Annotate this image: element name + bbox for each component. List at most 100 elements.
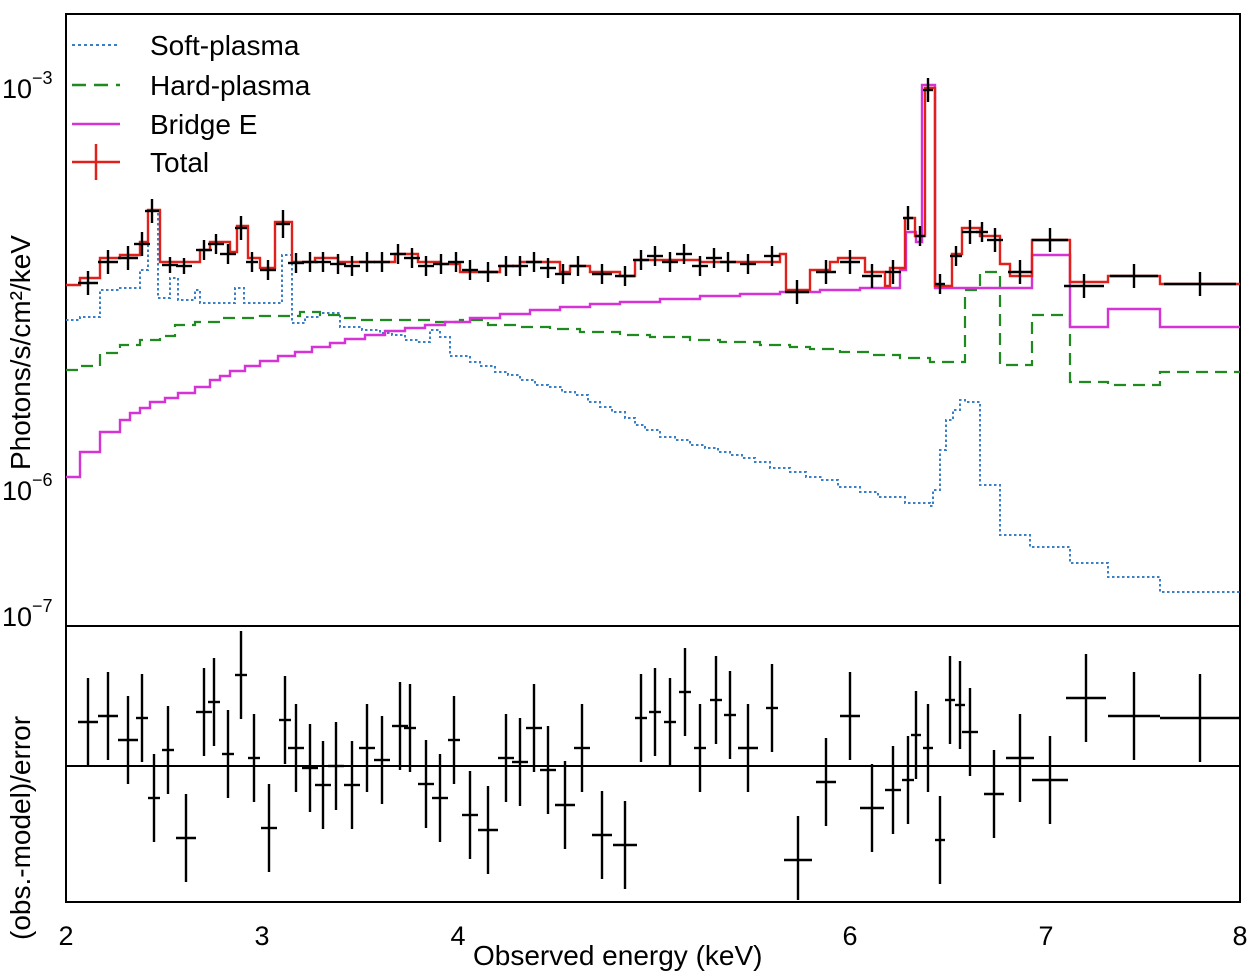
residual-data-point xyxy=(98,672,118,760)
spectrum-data-point xyxy=(288,253,304,273)
svg-text:10−3: 10−3 xyxy=(2,68,53,104)
spectrum-data-point xyxy=(987,228,1003,252)
residual-data-point xyxy=(512,718,528,806)
residual-data-point xyxy=(635,674,647,762)
svg-text:10−7: 10−7 xyxy=(2,596,53,632)
residual-data-point xyxy=(885,746,901,834)
spectrum-data-point xyxy=(935,274,945,294)
bottom-panel-frame xyxy=(65,625,1241,903)
spectrum-data-point xyxy=(390,244,406,264)
y-tick-label-1e-6: 10−6 xyxy=(2,470,53,506)
spectrum-data-point xyxy=(196,240,212,260)
y-tick-label-1e-3: 10−3 xyxy=(2,68,53,104)
spectrum-data-point xyxy=(176,258,192,274)
spectrum-data-point xyxy=(344,256,360,276)
residual-data-point xyxy=(526,684,542,772)
spectrum-data-point xyxy=(1064,274,1104,298)
residual-data-point xyxy=(649,668,661,756)
spectrum-data-point xyxy=(740,254,756,274)
x-tick-label-3: 3 xyxy=(254,921,269,951)
spectrum-data-point xyxy=(498,256,514,276)
svg-text:10−6: 10−6 xyxy=(2,470,53,506)
spectrum-data-point xyxy=(404,248,420,268)
top-panel-frame xyxy=(65,13,1241,627)
residual-data-point xyxy=(176,794,196,882)
x-tick-label-2: 2 xyxy=(58,921,73,951)
residual-data-point xyxy=(359,704,375,792)
soft-plasma-curve xyxy=(66,209,1240,593)
x-axis-title: Observed energy (keV) xyxy=(473,940,762,971)
residual-data-point xyxy=(860,764,884,852)
residual-data-point xyxy=(540,726,556,814)
y-axis-title-bottom: (obs.-model)/error xyxy=(5,716,36,940)
residual-data-point xyxy=(902,736,914,824)
bridge-e-curve xyxy=(66,83,1240,479)
x-tick-label-6: 6 xyxy=(842,921,857,951)
spectrum-data-point xyxy=(162,257,178,273)
spectrum-data-point xyxy=(462,260,478,280)
residual-data-point xyxy=(816,738,836,826)
residual-data-point xyxy=(448,696,460,784)
residual-data-point xyxy=(261,784,277,872)
spectrum-data-point xyxy=(1032,228,1068,252)
hard-plasma-curve xyxy=(66,270,1240,387)
spectrum-data-point xyxy=(676,244,692,264)
legend: Soft-plasma Hard-plasma Bridge E Total xyxy=(72,30,311,180)
spectrum-data-point xyxy=(359,252,375,272)
spectrum-data-point xyxy=(862,264,882,288)
residual-data-point xyxy=(1066,654,1106,742)
spectrum-data-point xyxy=(720,252,736,272)
spectrum-data-point xyxy=(512,256,528,276)
residual-data-point xyxy=(279,676,291,764)
x-tick-label-8: 8 xyxy=(1232,921,1247,951)
legend-label-hard-plasma: Hard-plasma xyxy=(150,70,311,101)
residual-data-point xyxy=(945,656,955,744)
spectrum-data-point xyxy=(903,206,913,230)
spectrum-data-point xyxy=(633,250,649,270)
residual-data-point xyxy=(679,648,691,736)
residual-data-point xyxy=(710,656,722,744)
residual-data-point xyxy=(235,631,247,719)
spectrum-data-point xyxy=(816,260,836,284)
residual-data-point xyxy=(418,740,434,828)
spectrum-data-point xyxy=(220,244,236,264)
residual-data-point xyxy=(432,754,448,842)
residual-data-point xyxy=(724,671,736,759)
residual-data-point xyxy=(302,724,318,812)
spectrum-data-point xyxy=(1110,264,1158,288)
residual-data-point xyxy=(613,801,637,889)
residual-data-point xyxy=(498,714,514,802)
spectrum-data-point xyxy=(662,252,678,272)
spectrum-data-point xyxy=(330,254,346,274)
spectrum-data-point xyxy=(208,234,224,254)
spectrum-data-point xyxy=(433,254,449,274)
spectrum-data-point xyxy=(374,252,390,272)
spectrum-data-point xyxy=(647,246,663,266)
residual-data-point xyxy=(148,754,160,842)
residual-data-point xyxy=(955,661,965,749)
residual-data-point xyxy=(118,696,138,784)
residual-data-point xyxy=(1108,672,1160,760)
spectrum-data-point xyxy=(145,199,159,223)
spectrum-data-point xyxy=(1164,272,1236,296)
residual-data-point xyxy=(248,714,260,802)
residual-data-point xyxy=(344,741,360,829)
legend-label-bridge-e: Bridge E xyxy=(150,109,257,140)
residual-data-point xyxy=(935,796,945,884)
residual-data-point xyxy=(136,674,148,762)
residual-data-point xyxy=(784,816,812,900)
x-tick-label-7: 7 xyxy=(1038,921,1053,951)
residual-data-point xyxy=(1160,674,1240,762)
residual-data-point xyxy=(78,678,98,766)
spectrum-data-point xyxy=(448,252,464,272)
spectrum-data-point xyxy=(98,250,118,274)
y-axis-title-top: Photons/s/cm²/keV xyxy=(5,235,36,470)
spectrum-data-point xyxy=(1008,260,1032,284)
residual-data-point xyxy=(840,672,860,760)
spectrum-data-point xyxy=(885,260,901,284)
spectrum-data-point xyxy=(260,260,276,280)
spectrum-data-point xyxy=(692,256,708,276)
spectrum-data-point xyxy=(706,248,722,268)
residual-data-point xyxy=(315,741,331,829)
spectrum-data-point xyxy=(276,210,290,238)
